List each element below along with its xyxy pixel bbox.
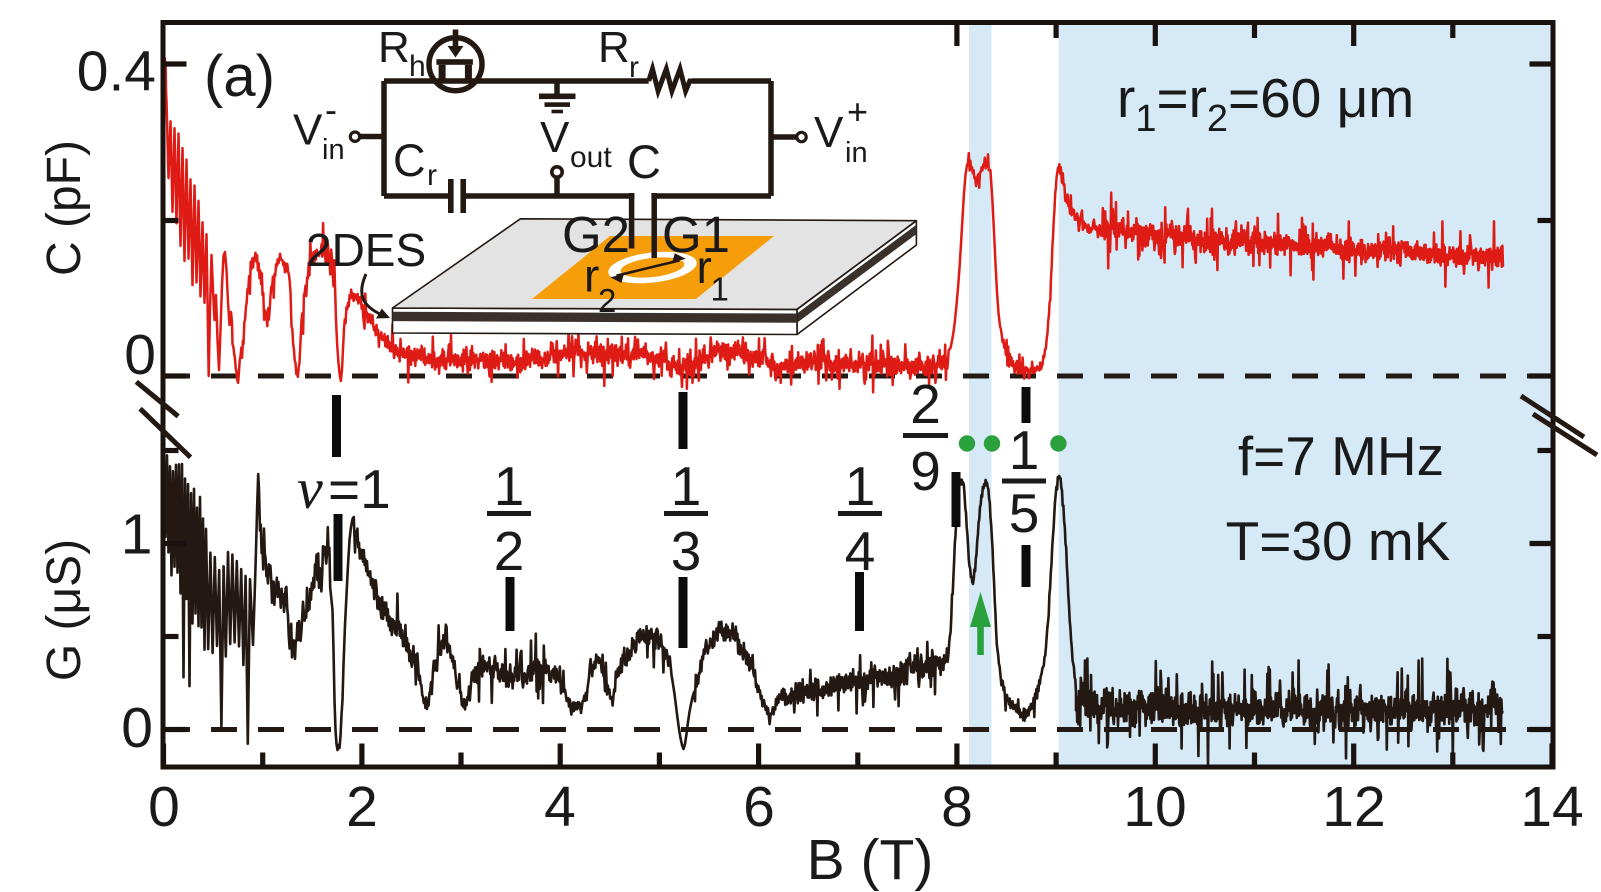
svg-text:+: + (847, 91, 868, 132)
svg-text:0: 0 (124, 323, 156, 387)
svg-text:r: r (427, 159, 437, 192)
svg-text:1: 1 (845, 455, 876, 517)
svg-text:1: 1 (1009, 419, 1040, 481)
svg-text:V: V (293, 106, 323, 155)
svg-text:r: r (584, 250, 599, 302)
svg-text:0: 0 (148, 775, 180, 839)
svg-text:G1: G1 (662, 206, 730, 263)
svg-text:2: 2 (346, 775, 378, 839)
svg-text:4: 4 (544, 775, 576, 839)
svg-text:out: out (570, 141, 612, 174)
svg-text:-: - (325, 89, 337, 130)
svg-text:1: 1 (121, 503, 153, 567)
svg-text:B (T): B (T) (807, 828, 934, 892)
svg-text:h: h (409, 50, 426, 83)
svg-text:5: 5 (1009, 482, 1040, 544)
svg-text:3: 3 (671, 520, 702, 582)
svg-text:C: C (627, 135, 661, 188)
svg-text:in: in (845, 137, 868, 169)
svg-text:4: 4 (845, 520, 876, 582)
svg-text:2: 2 (910, 373, 941, 435)
svg-text:ν: ν (297, 456, 323, 521)
svg-text:r: r (697, 241, 712, 293)
svg-text:G (μS): G (μS) (38, 539, 91, 681)
svg-text:0.4: 0.4 (77, 40, 156, 104)
svg-text:V: V (814, 108, 844, 157)
svg-text:R: R (598, 23, 630, 72)
svg-text:f=7 MHz: f=7 MHz (1238, 425, 1444, 487)
svg-text:r: r (629, 51, 639, 84)
svg-text:2: 2 (494, 520, 525, 582)
svg-text:1: 1 (494, 455, 525, 517)
svg-text:9: 9 (910, 440, 941, 502)
svg-text:1: 1 (711, 271, 729, 308)
svg-text:6: 6 (743, 775, 775, 839)
svg-text:8: 8 (941, 775, 973, 839)
svg-text:C: C (393, 135, 426, 186)
svg-text:1: 1 (671, 455, 702, 517)
svg-text:T=30 mK: T=30 mK (1226, 510, 1451, 572)
svg-text:V: V (540, 113, 570, 162)
svg-text:2DES: 2DES (306, 224, 426, 276)
svg-text:G2: G2 (562, 206, 630, 263)
svg-text:R: R (378, 23, 410, 72)
svg-text:r1=r2=60 μm: r1=r2=60 μm (1117, 67, 1414, 140)
svg-text:C (pF): C (pF) (38, 140, 91, 276)
svg-text:10: 10 (1123, 775, 1186, 839)
svg-text:in: in (322, 134, 345, 166)
svg-text:12: 12 (1322, 775, 1385, 839)
svg-text:2: 2 (598, 282, 616, 319)
svg-text:14: 14 (1520, 775, 1583, 839)
svg-text:(a): (a) (204, 44, 275, 109)
svg-text:=1: =1 (328, 458, 391, 520)
svg-text:0: 0 (121, 696, 153, 760)
